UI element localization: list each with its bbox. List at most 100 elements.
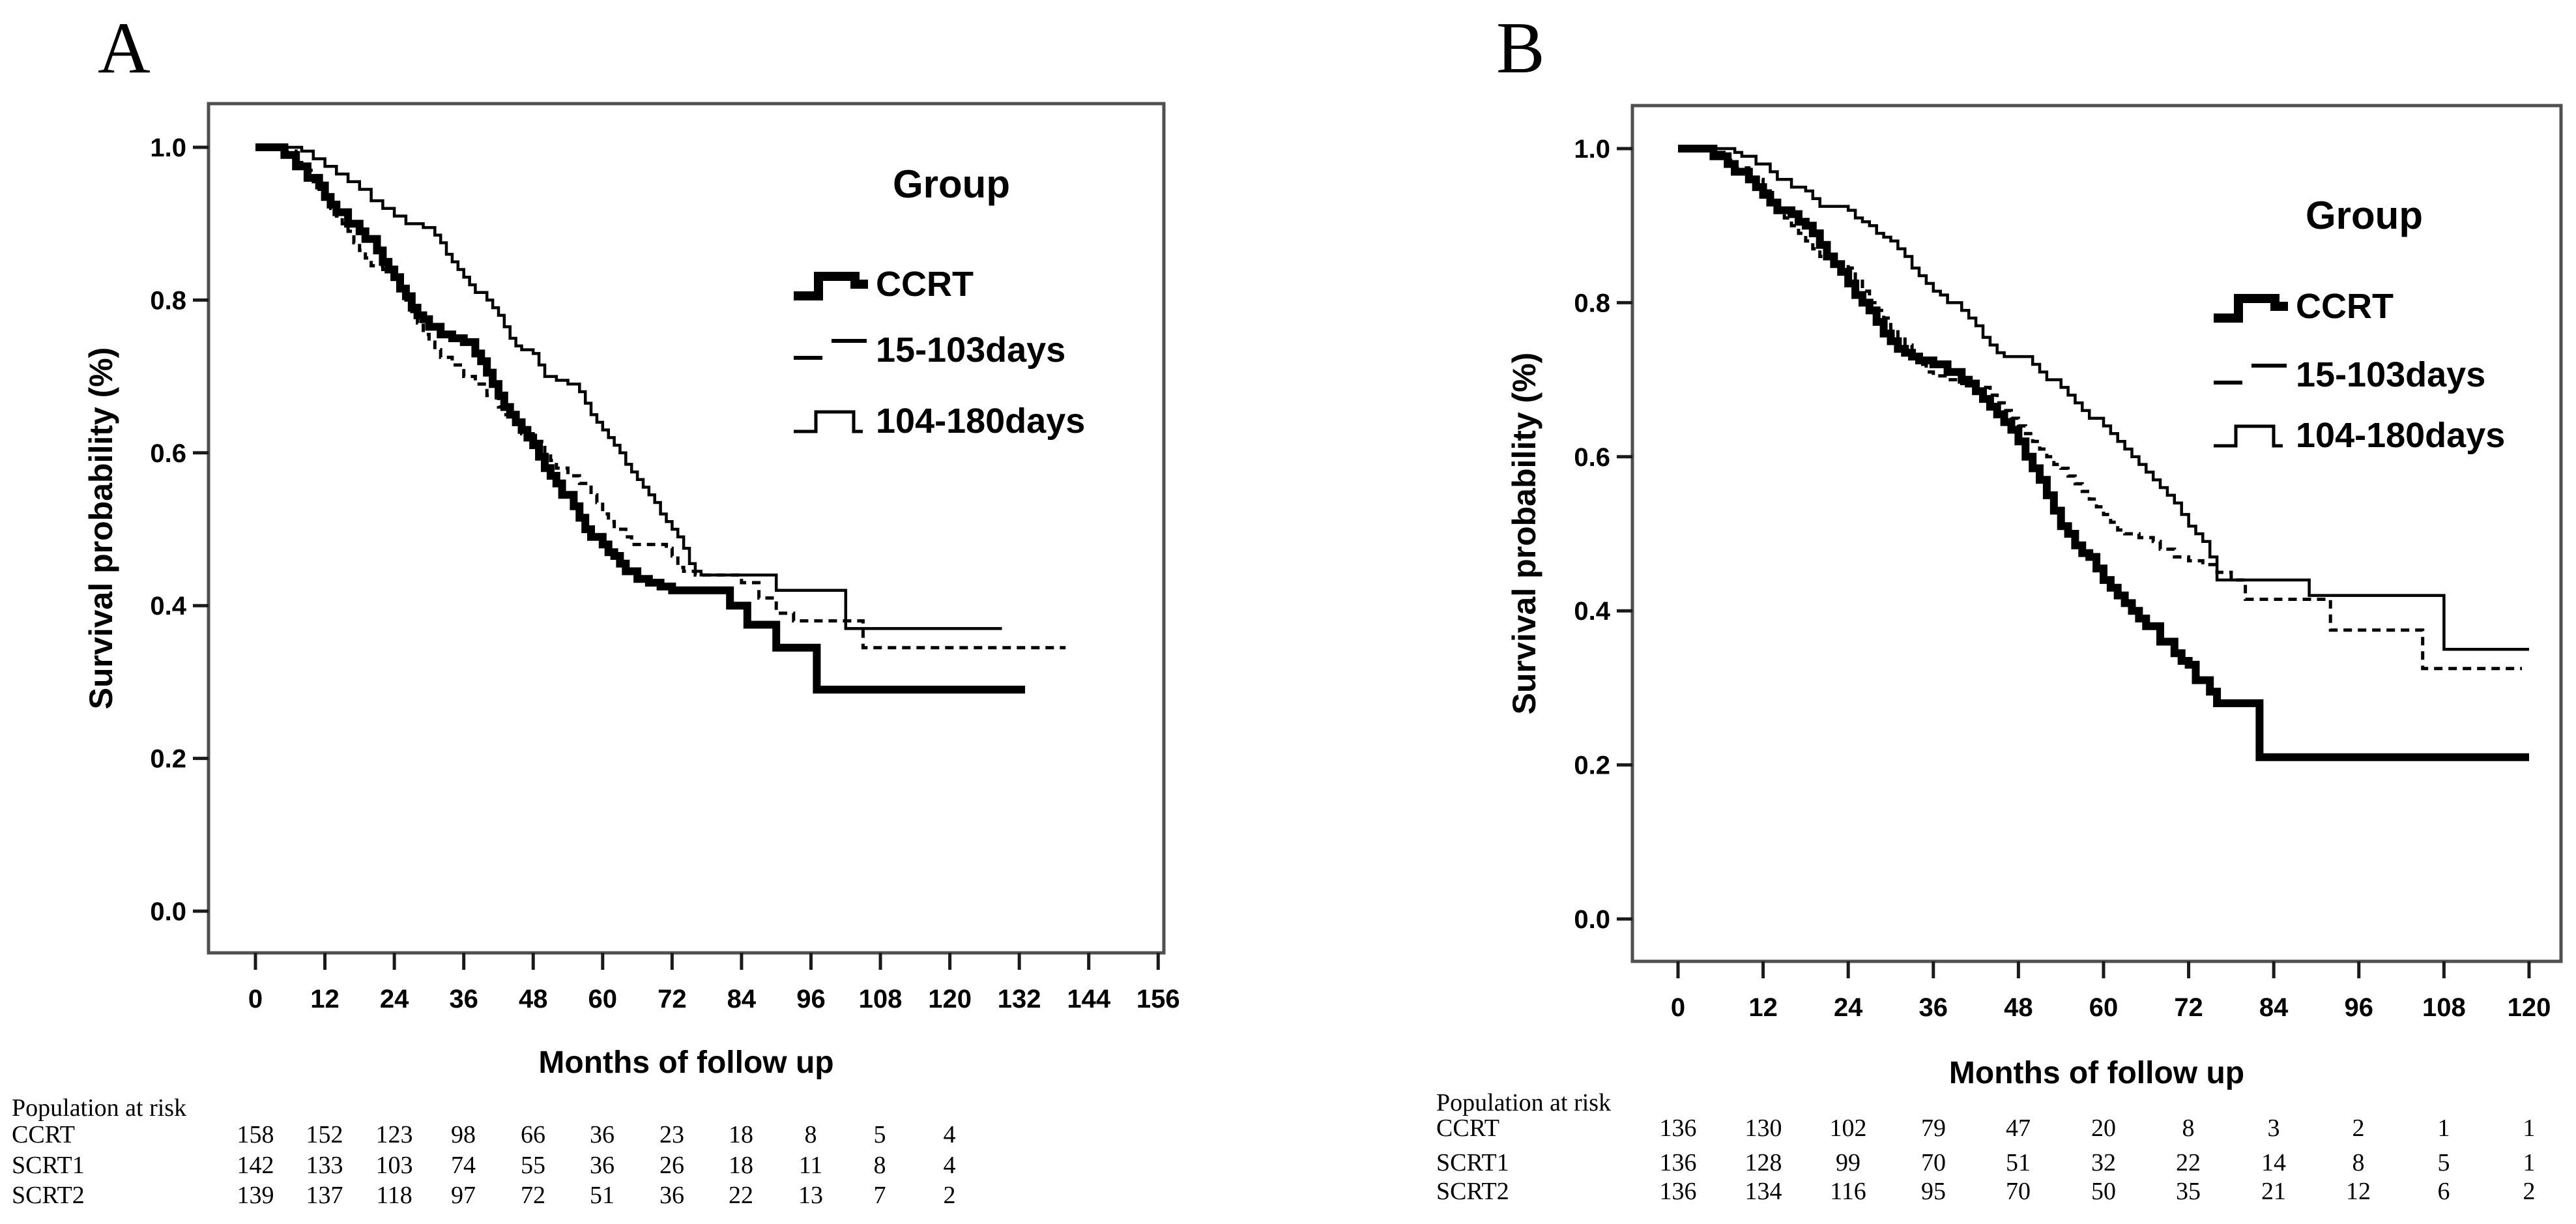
risk-value: 136 [1660, 1178, 1697, 1205]
risk-value: 134 [1745, 1178, 1782, 1205]
y-tick-label: 0.6 [1574, 443, 1610, 472]
km-curve-ccrt [1678, 145, 2529, 761]
risk-row-label: SCRT2 [12, 1182, 85, 1209]
x-axis-title: Months of follow up [538, 1045, 833, 1080]
risk-value: 4 [944, 1121, 956, 1148]
risk-value: 128 [1745, 1149, 1782, 1176]
risk-value: 7 [874, 1182, 886, 1209]
legend-label: 104-180days [2296, 416, 2505, 455]
y-tick-label: 0.4 [150, 592, 186, 620]
risk-value: 13 [798, 1182, 823, 1209]
legend-sample-ccrt [2214, 294, 2288, 323]
km-curves [255, 143, 1066, 694]
risk-value: 51 [590, 1182, 615, 1209]
legend-sample-104-180days [2214, 424, 2283, 448]
plot-frame [1630, 104, 2563, 963]
x-axis-title: Months of follow up [1949, 1056, 2244, 1090]
risk-value: 36 [659, 1182, 684, 1209]
legend: Group CCRT 15-103days 104-180days [2214, 194, 2505, 455]
risk-value: 79 [1921, 1115, 1946, 1142]
legend-label: CCRT [2296, 287, 2394, 326]
legend-sample-104-180days [794, 410, 863, 433]
risk-value: 8 [805, 1121, 817, 1148]
risk-value: 26 [659, 1152, 684, 1179]
risk-value: 47 [2006, 1115, 2031, 1142]
risk-value: 142 [237, 1152, 274, 1179]
risk-value: 152 [306, 1121, 343, 1148]
x-tick-label: 108 [2422, 993, 2466, 1022]
risk-value: 2 [944, 1182, 956, 1209]
x-tick-label: 108 [859, 985, 903, 1013]
risk-value: 2 [2523, 1178, 2536, 1205]
y-tick-label: 1.0 [1574, 135, 1610, 164]
y-tick-label: 0.6 [150, 439, 186, 468]
legend-label: 104-180days [876, 401, 1085, 441]
y-tick-label: 0.8 [1574, 289, 1610, 317]
risk-row-label: SCRT1 [12, 1152, 85, 1179]
x-tick-label: 36 [1919, 993, 1948, 1022]
risk-value: 130 [1745, 1115, 1782, 1142]
risk-value: 22 [2176, 1149, 2201, 1176]
km-curve-104-180days [1678, 147, 2529, 651]
risk-value: 22 [729, 1182, 753, 1209]
legend-sample-15-103days [2214, 364, 2287, 385]
risk-value: 74 [451, 1152, 476, 1179]
risk-value: 20 [2091, 1115, 2116, 1142]
risk-value: 18 [729, 1121, 753, 1148]
x-tick-label: 60 [588, 985, 618, 1013]
risk-value: 95 [1921, 1178, 1946, 1205]
y-axis-title: Survival probability (%) [83, 347, 119, 710]
x-tick-label: 72 [658, 985, 687, 1013]
y-axis: 1.0 0.8 0.6 0.4 0.2 0.0 [150, 134, 209, 926]
risk-value: 55 [521, 1152, 545, 1179]
x-tick-label: 120 [2508, 993, 2551, 1022]
x-tick-label: 12 [1748, 993, 1778, 1022]
risk-value: 11 [799, 1152, 823, 1179]
risk-value: 137 [306, 1182, 343, 1209]
x-tick-label: 36 [449, 985, 478, 1013]
x-tick-label: 84 [2259, 993, 2289, 1022]
risk-value: 5 [874, 1121, 886, 1148]
x-tick-label: 120 [928, 985, 972, 1013]
risk-value: 21 [2261, 1178, 2286, 1205]
risk-value: 118 [376, 1182, 412, 1209]
x-tick-label: 96 [796, 985, 826, 1013]
risk-value: 5 [2438, 1149, 2450, 1176]
risk-table-title: Population at risk [12, 1094, 186, 1122]
y-tick-label: 0.0 [1574, 905, 1610, 934]
y-tick-label: 1.0 [150, 134, 186, 162]
legend-title: Group [2306, 194, 2423, 237]
risk-value: 158 [237, 1121, 274, 1148]
x-axis: 0 12 24 36 48 60 72 84 96 108 120 [1671, 961, 2551, 1022]
x-tick-label: 96 [2345, 993, 2374, 1022]
x-tick-label: 156 [1136, 985, 1180, 1013]
km-curve-15-103days [255, 145, 1066, 650]
panel-a-letter: A [98, 8, 151, 89]
risk-value: 6 [2438, 1178, 2450, 1205]
risk-value: 98 [451, 1121, 476, 1148]
x-tick-label: 0 [248, 985, 263, 1013]
y-axis: 1.0 0.8 0.6 0.4 0.2 0.0 [1574, 135, 1632, 934]
risk-value: 123 [376, 1121, 413, 1148]
risk-value: 3 [2268, 1115, 2280, 1142]
risk-value: 1 [2523, 1115, 2536, 1142]
risk-value: 35 [2176, 1178, 2201, 1205]
risk-value: 72 [521, 1182, 545, 1209]
panel-a-km-plot: 1.00.80.60.40.20.00 12 24 36 48 60 72 84 96 108 12… [12, 102, 1180, 1209]
risk-value: 14 [2261, 1149, 2286, 1176]
risk-value: 1 [2438, 1115, 2450, 1142]
risk-value: 51 [2006, 1149, 2031, 1176]
plot-frame [207, 102, 1166, 955]
x-tick-label: 60 [2089, 993, 2119, 1022]
risk-row-label: SCRT2 [1436, 1178, 1509, 1205]
risk-value: 99 [1836, 1149, 1860, 1176]
panel-b-km-plot: 1.00.80.60.40.20.00 12 24 36 48 60 72 84 96 108 12… [1436, 104, 2563, 1205]
risk-value: 8 [874, 1152, 886, 1179]
risk-value: 36 [590, 1152, 615, 1179]
x-axis: 0 12 24 36 48 60 72 84 96 108 120 132 144 156 [248, 953, 1180, 1013]
risk-value: 66 [521, 1121, 545, 1148]
risk-value: 102 [1830, 1115, 1867, 1142]
risk-value: 1 [2523, 1149, 2536, 1176]
